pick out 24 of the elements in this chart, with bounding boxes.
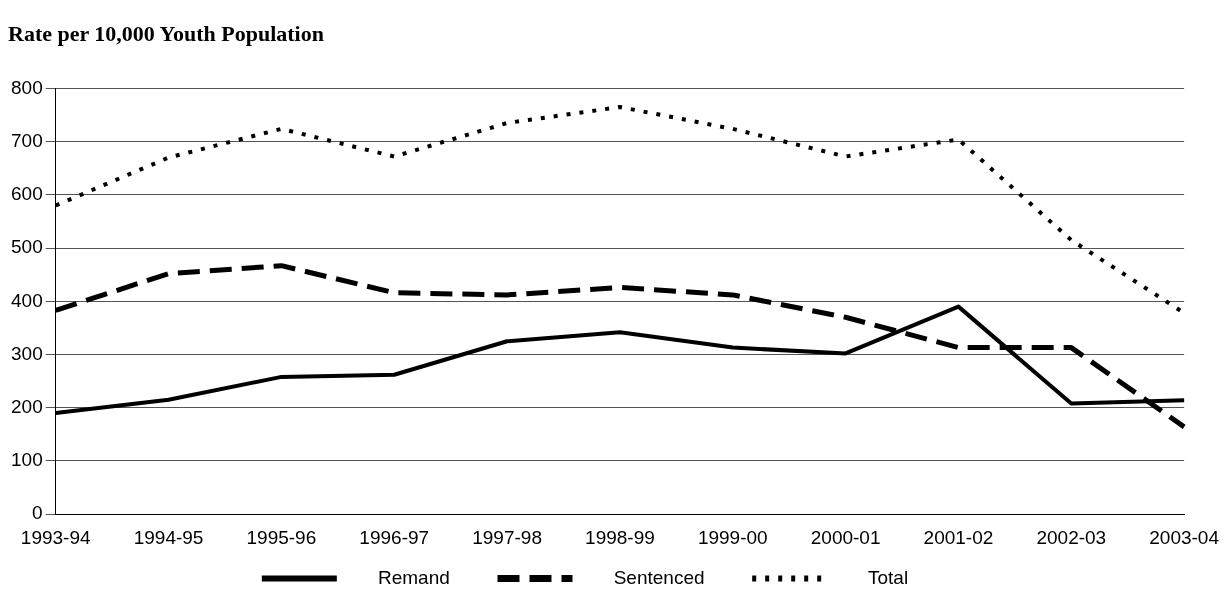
legend-label: Total — [836, 566, 940, 588]
x-tick-label: 1999-00 — [697, 526, 768, 548]
x-tick-label: 1994-95 — [133, 526, 204, 548]
x-tick-label: 2002-03 — [1036, 526, 1107, 548]
x-tick-label: 1995-96 — [246, 526, 317, 548]
y-tick-label: 600 — [11, 183, 43, 205]
y-tick-label: 300 — [11, 342, 43, 364]
x-tick-label: 1997-98 — [472, 526, 542, 548]
chart-title: Rate per 10,000 Youth Population — [8, 20, 324, 46]
x-tick-label: 2000-01 — [810, 526, 881, 548]
y-tick-label: 0 — [32, 502, 43, 524]
y-tick-label: 400 — [11, 289, 43, 311]
y-tick-label: 100 — [11, 449, 43, 471]
x-tick-label: 1993-94 — [20, 526, 91, 548]
x-tick-label: 1996-97 — [359, 526, 430, 548]
legend-label: Sentenced — [581, 566, 737, 588]
y-tick-label: 200 — [11, 395, 43, 417]
y-tick-label: 800 — [11, 76, 43, 98]
x-tick-label: 2003-04 — [1149, 526, 1220, 548]
y-tick-label: 500 — [11, 236, 43, 258]
y-tick-label: 700 — [11, 129, 43, 151]
x-tick-label: 2001-02 — [923, 526, 994, 548]
x-tick-label: 1998-99 — [585, 526, 655, 548]
legend-label: Remand — [346, 566, 482, 588]
